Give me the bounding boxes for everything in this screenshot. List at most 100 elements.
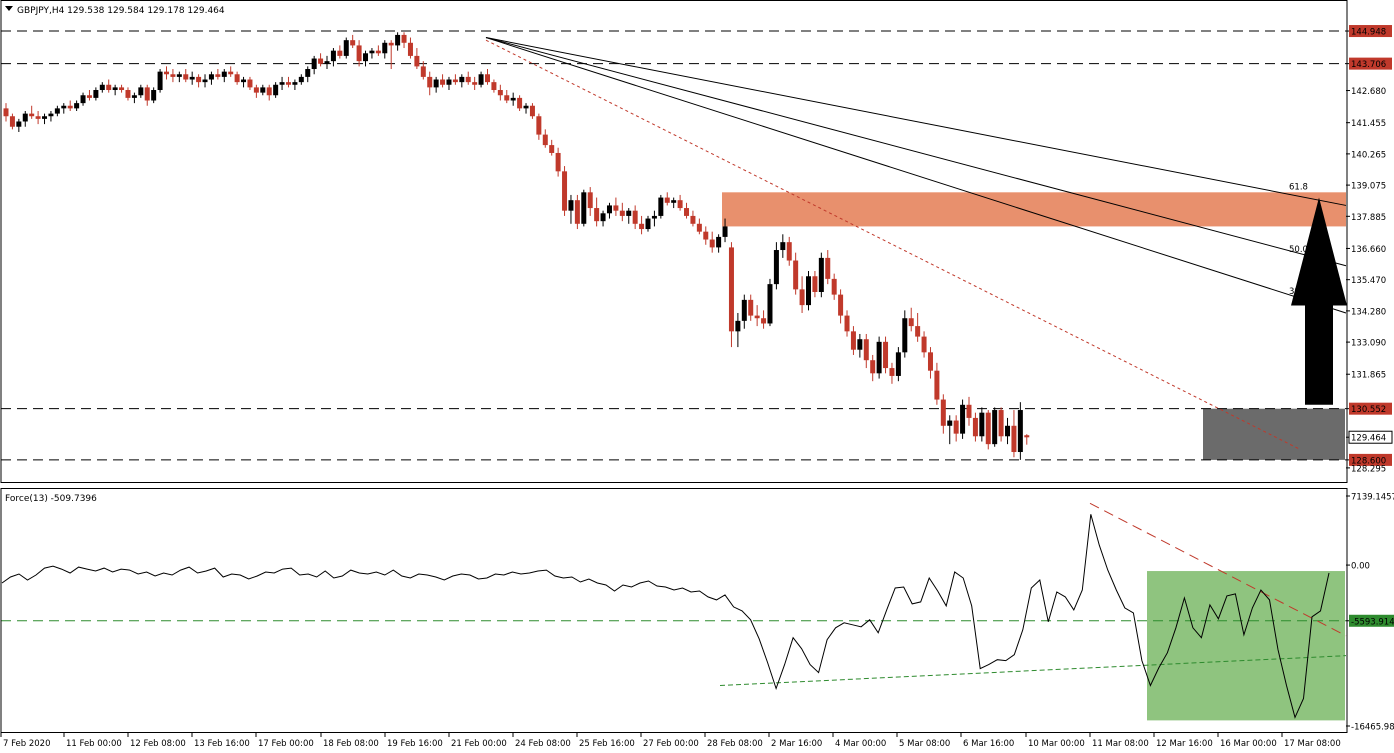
candle [555,147,561,177]
candle [915,312,921,342]
bullish-arrow [1291,197,1347,405]
price-tick-label: 135.470 [1351,276,1386,286]
force-rising-trendline [719,655,1347,687]
candle [741,294,747,329]
last-price-tag [1348,430,1393,444]
candle [825,250,831,285]
candle [716,234,722,253]
candle [427,71,433,96]
force-panel-frame [0,488,1348,733]
candle [459,74,465,88]
time-tick-label: 10 Mar 00:00 [1028,739,1085,749]
fib-label-2: 38 [1289,287,1300,297]
price-tick-label: 141.455 [1351,119,1386,129]
candle [684,202,690,219]
candle [125,87,131,101]
candle [298,74,304,85]
candle [144,84,150,106]
fan-line-0 [485,37,1347,206]
candle [1024,434,1030,445]
price-tag [1349,402,1392,415]
candle [581,189,587,227]
candle [343,37,349,59]
candle [485,69,490,85]
candle [311,55,317,75]
candle [574,194,580,230]
candle [324,55,330,70]
candle [414,48,420,70]
candle [93,87,99,101]
force-tick-label: -5593.914 [1351,617,1394,627]
price-tag [1349,57,1392,70]
candle [260,84,266,96]
candle [549,139,555,156]
candle [696,218,702,235]
candle [221,69,227,83]
candle [112,84,118,96]
candle [253,84,259,98]
time-tick-label: 19 Feb 16:00 [387,739,443,749]
price-tick-label: 131.865 [1351,371,1386,381]
force-series [1,514,1330,719]
time-tick-label: 2 Mar 16:00 [771,739,822,749]
candle [382,40,388,59]
candle [953,415,959,442]
collapse-triangle-icon [5,6,13,11]
price-panel-frame [0,0,1348,483]
candle [215,69,221,80]
force-falling-trendline [1089,502,1347,637]
candle [356,40,362,67]
force-tag [1349,614,1394,627]
candle [992,407,998,447]
force-line [1,514,1330,719]
candle [831,273,837,300]
candle [401,32,407,49]
candle [151,87,157,104]
candle [1011,410,1017,458]
candle [857,333,863,358]
fib-label-0: 61.8 [1289,182,1308,192]
candle [594,197,600,227]
candle [106,79,112,93]
candle [619,202,625,222]
candle [606,202,612,219]
candle [664,192,670,206]
candle [157,69,163,93]
candle [388,40,394,70]
time-tick-label: 21 Feb 00:00 [451,739,507,749]
candle [48,110,54,122]
time-tick-label: 12 Feb 08:00 [130,739,186,749]
candle [934,362,940,405]
resistance-zone [722,192,1346,227]
candle [639,215,645,235]
candle [164,66,169,80]
price-zones [722,192,1346,460]
price-tag [1349,25,1392,38]
price-tick-label: 128.295 [1351,464,1386,474]
time-tick-label: 17 Mar 08:00 [1284,739,1341,749]
candle [22,110,28,127]
time-tick-label: 17 Feb 00:00 [258,739,314,749]
candle [234,71,240,85]
candle [883,336,889,374]
fibonacci-fan[interactable]: 61.8 50.0 38 [485,37,1347,450]
time-tick-label: 13 Feb 16:00 [194,739,250,749]
candle [80,92,86,106]
symbol-line: GBPJPY,H4 129.538 129.584 129.178 129.46… [17,6,225,16]
candle [472,76,478,91]
candle [536,113,542,140]
candle [632,205,638,230]
time-tick-label: 25 Feb 16:00 [579,739,635,749]
candle [728,242,734,348]
candle [86,90,92,101]
candle [806,271,811,311]
candle [979,407,985,442]
candle [998,407,1004,442]
candle [202,74,208,88]
fan-line-2 [485,37,1347,314]
force-zone [1147,571,1345,721]
candle [850,326,856,355]
candle [363,50,369,67]
candle [709,231,715,253]
